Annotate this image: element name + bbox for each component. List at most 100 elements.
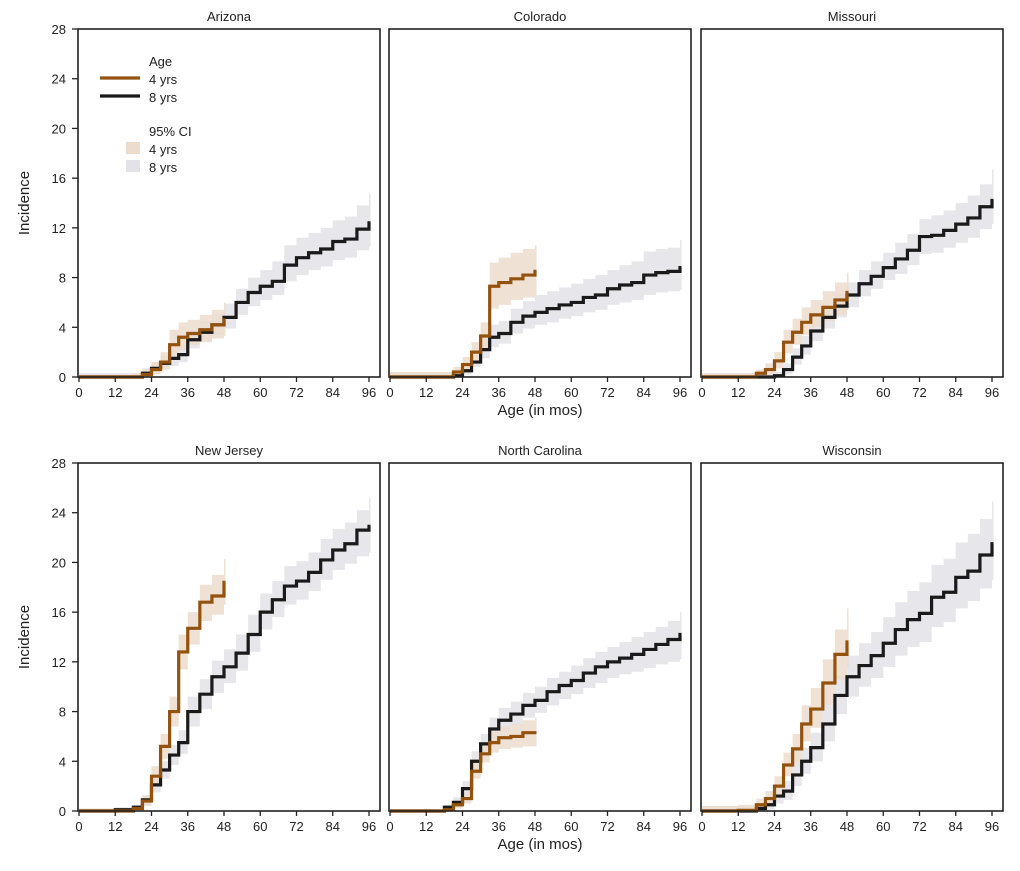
legend: Age 4 yrs 8 yrs 95% CI 4 yrs 8 yrs: [100, 54, 192, 175]
y-axis-label: Incidence: [16, 605, 33, 669]
series-line-4-yrs: [390, 731, 537, 813]
series-line-8-yrs: [702, 198, 994, 379]
y-tick-label: 24: [52, 506, 66, 521]
x-tick-label: 12: [731, 819, 745, 834]
x-tick-label: 72: [600, 385, 614, 400]
x-tick-label: 48: [217, 385, 231, 400]
x-tick-label: 24: [767, 385, 781, 400]
x-tick-label: 24: [144, 819, 158, 834]
x-tick-label: 0: [698, 385, 705, 400]
x-tick-label: 36: [492, 819, 506, 834]
x-tick-label: 84: [326, 819, 340, 834]
y-tick-label: 4: [59, 754, 66, 769]
ci-band-8-yrs: [79, 193, 371, 377]
series-line-4-yrs: [390, 269, 537, 379]
x-tick-label: 84: [637, 819, 651, 834]
x-tick-label: 48: [217, 819, 231, 834]
x-tick-label: 24: [455, 385, 469, 400]
ci-band-8-yrs: [79, 497, 371, 811]
x-tick-label: 12: [419, 385, 433, 400]
ci-band-8-yrs: [702, 169, 994, 377]
plot-frame: [77, 462, 381, 812]
series-line-4-yrs: [702, 290, 849, 379]
x-tick-label: 12: [108, 385, 122, 400]
y-tick-label: 8: [59, 705, 66, 720]
x-tick-label: 96: [673, 385, 687, 400]
series-line-4-yrs: [79, 580, 226, 813]
series-line-4-yrs: [702, 640, 849, 813]
legend-ci-label-4-yrs: 4 yrs: [149, 142, 178, 157]
x-tick-label: 72: [289, 819, 303, 834]
legend-ci-label-8-yrs: 8 yrs: [149, 160, 178, 175]
x-tick-label: 84: [637, 385, 651, 400]
x-tick-label: 48: [528, 819, 542, 834]
panel-missouri: Missouri 0 12 24 36 48 60 72 84 96: [698, 9, 1004, 400]
ci-band-4-yrs: [702, 272, 849, 377]
y-tick-label: 28: [52, 22, 66, 37]
x-tick-label: 72: [600, 819, 614, 834]
y-tick-label: 12: [52, 655, 66, 670]
y-tick-label: 20: [52, 555, 66, 570]
x-tick-label: 48: [840, 385, 854, 400]
y-tick-label: 16: [52, 171, 66, 186]
ci-band-8-yrs: [390, 612, 682, 811]
y-tick-label: 0: [59, 370, 66, 385]
panel-colorado: Colorado 0 12 24 36 48 60 72 84 96 Age (in mos): [386, 9, 692, 419]
x-tick-label: 84: [326, 385, 340, 400]
y-axis-label: Incidence: [16, 171, 33, 235]
x-tick-label: 48: [528, 385, 542, 400]
panel-north-carolina: North Carolina 0 12 24 36 48 60 72 84 96 Age (in m…: [386, 443, 692, 853]
legend-label-8-yrs: 8 yrs: [149, 90, 178, 105]
panel-title: Missouri: [828, 9, 877, 24]
x-tick-label: 84: [949, 385, 963, 400]
x-tick-label: 36: [804, 385, 818, 400]
panel-title: New Jersey: [195, 443, 263, 458]
x-tick-label: 72: [912, 385, 926, 400]
x-tick-label: 36: [804, 819, 818, 834]
x-tick-label: 0: [75, 385, 82, 400]
y-tick-label: 12: [52, 221, 66, 236]
series-line-8-yrs: [702, 542, 994, 813]
plot-frame: [388, 462, 692, 812]
x-tick-label: 60: [876, 819, 890, 834]
x-tick-label: 24: [455, 819, 469, 834]
x-tick-label: 96: [673, 819, 687, 834]
x-tick-label: 36: [181, 819, 195, 834]
ci-band-8-yrs: [390, 240, 682, 377]
x-tick-label: 48: [840, 819, 854, 834]
ci-band-4-yrs: [79, 558, 226, 811]
x-tick-label: 72: [289, 385, 303, 400]
x-tick-label: 36: [492, 385, 506, 400]
panel-title: North Carolina: [498, 443, 583, 458]
x-tick-label: 0: [75, 819, 82, 834]
x-tick-label: 96: [362, 819, 376, 834]
legend-ci-swatch-8-yrs: [126, 160, 140, 172]
x-tick-label: 60: [564, 819, 578, 834]
x-axis-label: Age (in mos): [497, 836, 582, 853]
y-tick-label: 24: [52, 72, 66, 87]
x-tick-label: 84: [949, 819, 963, 834]
plot-frame: [700, 462, 1004, 812]
x-tick-label: 24: [144, 385, 158, 400]
x-tick-label: 12: [419, 819, 433, 834]
y-tick-label: 28: [52, 456, 66, 471]
series-line-4-yrs: [79, 318, 226, 379]
x-tick-label: 96: [985, 819, 999, 834]
x-tick-label: 0: [698, 819, 705, 834]
x-tick-label: 0: [386, 819, 393, 834]
x-axis-label: Age (in mos): [497, 402, 582, 419]
series-line-8-yrs: [390, 632, 682, 813]
ci-band-4-yrs: [390, 245, 537, 377]
legend-label-4-yrs: 4 yrs: [149, 72, 178, 87]
y-tick-label: 16: [52, 605, 66, 620]
legend-ci-title: 95% CI: [149, 124, 192, 139]
x-tick-label: 96: [362, 385, 376, 400]
y-tick-label: 0: [59, 804, 66, 819]
x-tick-label: 0: [386, 385, 393, 400]
plot-frame: [700, 28, 1004, 378]
x-tick-label: 60: [253, 385, 267, 400]
x-tick-label: 36: [181, 385, 195, 400]
x-tick-label: 96: [985, 385, 999, 400]
